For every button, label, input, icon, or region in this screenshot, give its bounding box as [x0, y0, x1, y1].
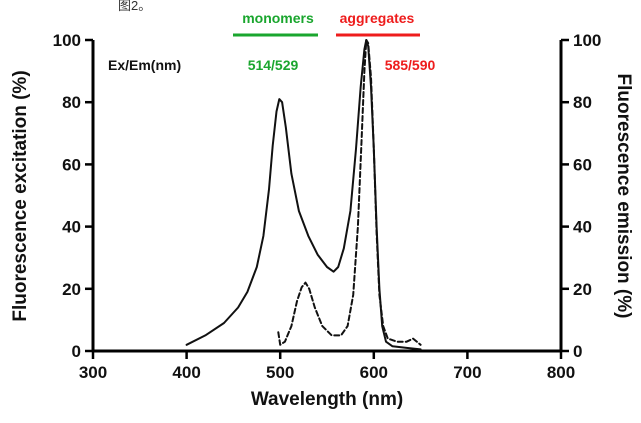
x-axis-title: Wavelength (nm)	[251, 389, 403, 410]
tick-labels: 300 400 500 600 700 800 0 0 20 20 40 40 60 60 80 80 100 1…	[53, 31, 602, 382]
left-y-tick-label: 0	[72, 342, 81, 361]
right-y-tick-label: 20	[573, 280, 592, 299]
right-y-tick-label: 60	[573, 155, 592, 174]
ticks	[85, 38, 569, 359]
right-y-tick-label: 80	[573, 93, 592, 112]
right-y-tick-label: 0	[573, 342, 582, 361]
excitation-series-line	[185, 39, 422, 351]
right-y-tick-label: 40	[573, 218, 592, 237]
aggregates-values: 585/590	[385, 57, 436, 73]
left-y-tick-label: 40	[62, 218, 81, 237]
exem-label: Ex/Em(nm)	[108, 57, 181, 73]
x-tick-label: 700	[453, 363, 481, 382]
right-y-tick-label: 100	[573, 31, 601, 50]
aggregates-label: aggregates	[340, 10, 415, 26]
series-group	[185, 39, 422, 351]
monomers-label: monomers	[242, 10, 314, 26]
left-y-tick-label: 80	[62, 93, 81, 112]
annotations: Ex/Em(nm) monomers 514/529 aggregates 58…	[108, 10, 436, 73]
emission-series-line	[277, 39, 422, 346]
monomers-values: 514/529	[248, 57, 299, 73]
left-y-tick-label: 20	[62, 280, 81, 299]
right-y-axis-title: Fluorescence emission (%)	[613, 74, 634, 319]
left-y-tick-label: 100	[53, 31, 81, 50]
x-tick-label: 500	[266, 363, 294, 382]
header-fragment: 图2。	[118, 0, 151, 13]
x-tick-label: 400	[172, 363, 200, 382]
axes	[91, 40, 563, 353]
x-tick-label: 800	[547, 363, 575, 382]
left-y-tick-label: 60	[62, 155, 81, 174]
left-y-axis-title: Fluorescence excitation (%)	[10, 70, 31, 321]
x-tick-label: 300	[79, 363, 107, 382]
x-tick-label: 600	[360, 363, 388, 382]
